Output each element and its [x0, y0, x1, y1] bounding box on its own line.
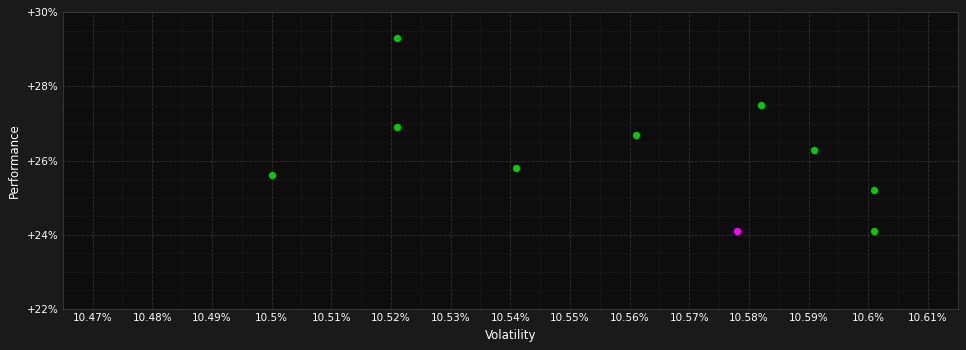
Point	[628, 132, 643, 138]
Point	[729, 228, 745, 234]
Y-axis label: Performance: Performance	[9, 123, 21, 198]
Point	[867, 228, 882, 234]
Point	[389, 35, 405, 41]
X-axis label: Volatility: Volatility	[485, 329, 536, 342]
Point	[753, 102, 769, 108]
Point	[867, 188, 882, 193]
Point	[508, 165, 524, 171]
Point	[264, 173, 279, 178]
Point	[807, 147, 822, 152]
Point	[389, 125, 405, 130]
